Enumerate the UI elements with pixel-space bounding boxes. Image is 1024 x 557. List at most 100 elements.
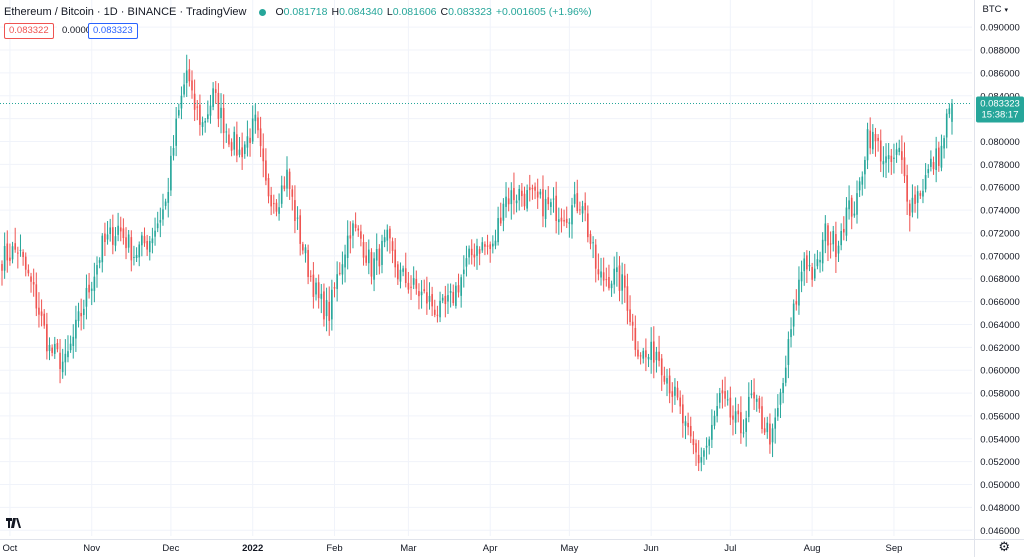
candle (726, 390, 729, 406)
candle (594, 239, 597, 283)
candle-body (19, 249, 22, 251)
candle (552, 187, 555, 213)
candle-body (616, 267, 618, 273)
candle (164, 198, 167, 210)
candle (323, 283, 325, 327)
candle (700, 447, 703, 472)
candle (61, 348, 64, 379)
candle (853, 201, 856, 218)
candle (272, 194, 275, 214)
candle (544, 189, 547, 228)
candle (600, 257, 602, 286)
gear-icon[interactable]: ⚙ (998, 539, 1010, 554)
candle (412, 266, 415, 290)
candle-body (513, 188, 515, 201)
candle-body (114, 236, 117, 246)
ask-price-button[interactable]: 0.083323 (88, 23, 138, 39)
candle-body (634, 327, 637, 350)
candle-body (180, 95, 183, 109)
candle-body (877, 137, 879, 141)
candle-body (299, 215, 302, 244)
candle (518, 184, 521, 211)
candle (217, 83, 220, 128)
candle-body (711, 424, 713, 440)
candle (19, 234, 22, 257)
candle-body (835, 234, 837, 257)
bid-price-button[interactable]: 0.083322 (4, 23, 54, 39)
candle (196, 100, 199, 121)
candle-body (341, 264, 344, 275)
candle (769, 413, 771, 454)
candle (230, 138, 233, 157)
candle (291, 185, 294, 211)
candle-body (286, 169, 288, 189)
candle-body (275, 202, 278, 212)
candle (610, 280, 613, 297)
candle (109, 218, 112, 242)
candle (877, 134, 879, 152)
candle (436, 305, 439, 323)
candle-body (602, 272, 605, 281)
candle-body (777, 407, 779, 417)
candle-body (333, 287, 336, 289)
candle-body (652, 341, 655, 363)
candle-body (172, 147, 175, 156)
candle-body (243, 144, 246, 155)
candle (740, 396, 742, 444)
time-tick-label: Jun (644, 543, 659, 554)
tradingview-logo-icon[interactable] (6, 518, 22, 531)
candle (40, 299, 43, 327)
candle (584, 192, 587, 222)
candle-body (185, 70, 188, 84)
currency-selector[interactable]: BTC ▾ (982, 4, 1008, 15)
candle-body (671, 391, 674, 397)
symbol-title[interactable]: Ethereum / Bitcoin · 1D · BINANCE · Trad… (4, 6, 247, 18)
candle (439, 291, 441, 323)
candle-body (272, 203, 275, 205)
time-axis[interactable]: Oct Nov Dec 2022 Feb Mar Apr May Jun Jul Aug Sep (3, 543, 903, 554)
candle (24, 252, 27, 277)
candle-body (724, 391, 726, 399)
candle (932, 156, 935, 175)
candle (397, 261, 399, 285)
candle-body (439, 300, 441, 318)
time-tick-label: Apr (483, 543, 498, 554)
candle-body (270, 194, 272, 207)
price-tick-label: 0.064000 (980, 320, 1020, 331)
candle (449, 283, 452, 308)
candle-body (795, 301, 798, 305)
candle (557, 207, 560, 235)
candle (336, 261, 338, 302)
candle-body (407, 282, 410, 290)
candle (497, 206, 499, 246)
candle-body (782, 383, 784, 394)
candle (647, 353, 650, 368)
candle (423, 279, 426, 294)
candle (270, 186, 272, 216)
candle (901, 135, 903, 174)
candle-body (22, 251, 24, 258)
candle-body (708, 439, 711, 446)
candle (774, 408, 777, 444)
candle (924, 163, 927, 193)
candle (655, 346, 658, 373)
candle (183, 72, 185, 98)
candle-body (399, 269, 402, 282)
candle-body (848, 200, 850, 210)
candle (177, 103, 180, 119)
candle (489, 241, 492, 263)
candle-body (201, 122, 204, 127)
candle (294, 185, 296, 234)
candle (592, 236, 594, 259)
candle (207, 100, 209, 123)
candle (426, 276, 428, 315)
candle (935, 136, 937, 183)
candle-body (360, 231, 362, 239)
candle (858, 177, 861, 198)
candle-body (357, 228, 360, 231)
candle (650, 327, 652, 374)
candle-body (167, 191, 170, 203)
candle-body (589, 234, 592, 244)
candle-body (499, 217, 502, 224)
